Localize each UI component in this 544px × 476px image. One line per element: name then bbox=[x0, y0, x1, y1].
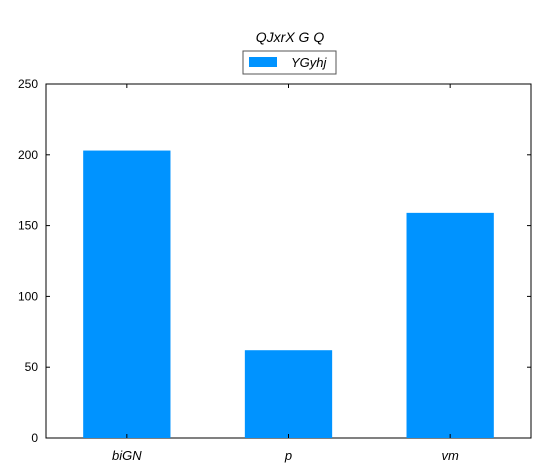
y-tick-label: 100 bbox=[18, 289, 38, 303]
x-tick-label: p bbox=[284, 448, 292, 463]
bar-p bbox=[244, 350, 333, 438]
legend: YGyhj bbox=[242, 50, 337, 75]
bar-biGN bbox=[83, 150, 171, 438]
legend-box bbox=[242, 50, 337, 75]
y-tick-label: 200 bbox=[18, 148, 38, 162]
legend-swatch bbox=[249, 57, 277, 67]
x-tick-label: biGN bbox=[112, 448, 142, 463]
x-tick-label: vm bbox=[441, 448, 459, 463]
legend-label: YGyhj bbox=[291, 55, 328, 70]
y-tick-label: 250 bbox=[18, 77, 38, 91]
y-tick-label: 150 bbox=[18, 219, 38, 233]
x-axis: biGN p vm bbox=[112, 84, 459, 463]
y-tick-label: 0 bbox=[31, 431, 38, 445]
chart-title: QJxrX G Q bbox=[256, 29, 325, 45]
bars bbox=[83, 150, 494, 438]
bar-vm bbox=[406, 212, 494, 438]
y-tick-label: 50 bbox=[25, 360, 39, 374]
y-axis: 0 50 100 150 200 250 bbox=[18, 77, 531, 445]
